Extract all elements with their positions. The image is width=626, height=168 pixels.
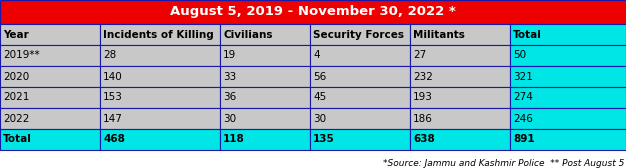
- Text: 135: 135: [313, 135, 335, 144]
- Bar: [220, 24, 310, 45]
- Bar: [310, 24, 410, 45]
- Bar: [220, 129, 310, 150]
- Text: 638: 638: [413, 135, 434, 144]
- Bar: [100, 129, 220, 150]
- Bar: [310, 45, 410, 66]
- Text: 27: 27: [413, 51, 426, 60]
- Bar: [220, 66, 310, 87]
- Bar: [0, 108, 100, 129]
- Text: Militants: Militants: [413, 30, 465, 39]
- Bar: [310, 129, 410, 150]
- Bar: [510, 87, 626, 108]
- Text: August 5, 2019 - November 30, 2022 *: August 5, 2019 - November 30, 2022 *: [170, 6, 456, 18]
- Bar: [0, 87, 100, 108]
- Text: 118: 118: [223, 135, 245, 144]
- Text: 193: 193: [413, 93, 433, 102]
- Bar: [510, 66, 626, 87]
- Bar: [220, 108, 310, 129]
- Text: Total: Total: [513, 30, 542, 39]
- Bar: [100, 66, 220, 87]
- Text: Incidents of Killing: Incidents of Killing: [103, 30, 213, 39]
- Bar: [220, 87, 310, 108]
- Bar: [0, 0, 626, 24]
- Text: 50: 50: [513, 51, 526, 60]
- Text: 186: 186: [413, 114, 433, 123]
- Text: Security Forces: Security Forces: [313, 30, 404, 39]
- Text: 321: 321: [513, 72, 533, 81]
- Text: 153: 153: [103, 93, 123, 102]
- Bar: [0, 45, 100, 66]
- Text: 2020: 2020: [3, 72, 29, 81]
- Text: 891: 891: [513, 135, 535, 144]
- Text: 232: 232: [413, 72, 433, 81]
- Text: 2022: 2022: [3, 114, 29, 123]
- Text: 2019**: 2019**: [3, 51, 39, 60]
- Bar: [410, 129, 510, 150]
- Text: 468: 468: [103, 135, 125, 144]
- Text: 28: 28: [103, 51, 116, 60]
- Text: Civilians: Civilians: [223, 30, 272, 39]
- Bar: [310, 108, 410, 129]
- Bar: [410, 87, 510, 108]
- Bar: [410, 108, 510, 129]
- Bar: [310, 66, 410, 87]
- Bar: [100, 87, 220, 108]
- Bar: [510, 108, 626, 129]
- Bar: [0, 129, 100, 150]
- Text: 30: 30: [223, 114, 236, 123]
- Bar: [410, 24, 510, 45]
- Text: *Source: Jammu and Kashmir Police  ** Post August 5: *Source: Jammu and Kashmir Police ** Pos…: [382, 159, 624, 168]
- Text: 30: 30: [313, 114, 326, 123]
- Text: Total: Total: [3, 135, 32, 144]
- Text: 274: 274: [513, 93, 533, 102]
- Text: 36: 36: [223, 93, 236, 102]
- Bar: [310, 87, 410, 108]
- Text: 4: 4: [313, 51, 320, 60]
- Bar: [410, 45, 510, 66]
- Text: 19: 19: [223, 51, 236, 60]
- Bar: [100, 45, 220, 66]
- Text: Year: Year: [3, 30, 29, 39]
- Bar: [510, 45, 626, 66]
- Bar: [510, 24, 626, 45]
- Bar: [0, 24, 100, 45]
- Bar: [220, 45, 310, 66]
- Bar: [510, 129, 626, 150]
- Text: 246: 246: [513, 114, 533, 123]
- Bar: [100, 24, 220, 45]
- Bar: [410, 66, 510, 87]
- Text: 33: 33: [223, 72, 236, 81]
- Bar: [0, 66, 100, 87]
- Text: 56: 56: [313, 72, 326, 81]
- Text: 45: 45: [313, 93, 326, 102]
- Text: 2021: 2021: [3, 93, 29, 102]
- Bar: [100, 108, 220, 129]
- Text: 140: 140: [103, 72, 123, 81]
- Text: 147: 147: [103, 114, 123, 123]
